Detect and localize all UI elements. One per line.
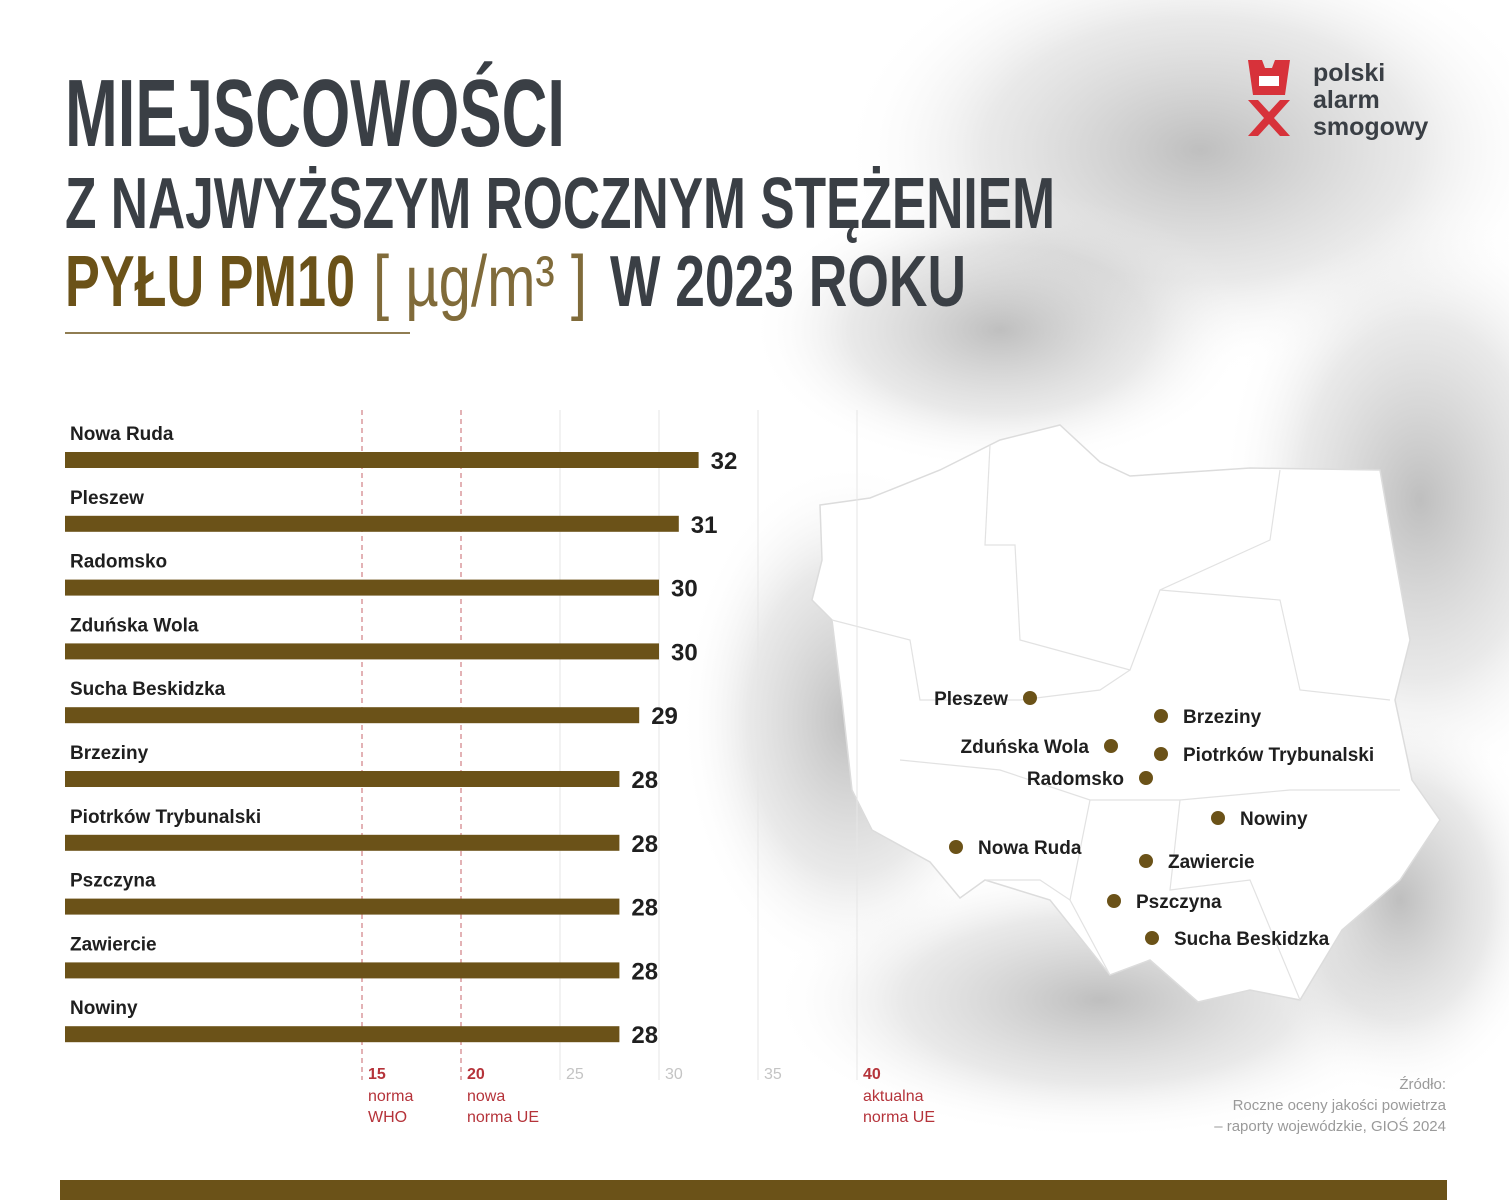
category-label: Zawiercie (70, 934, 157, 955)
map-point (1139, 771, 1153, 785)
map-point (1145, 931, 1159, 945)
map-point (1154, 709, 1168, 723)
map-label: Piotrków Trybunalski (1183, 745, 1374, 766)
map-label: Zawiercie (1168, 852, 1255, 873)
norm-label: norma WHO (368, 1088, 413, 1126)
title-end: W 2023 ROKU (610, 242, 966, 322)
map-label: Nowa Ruda (978, 838, 1082, 859)
value-label: 28 (631, 831, 658, 858)
category-label: Zduńska Wola (70, 615, 199, 636)
map-point (949, 840, 963, 854)
bar (65, 579, 659, 596)
map-point (1211, 811, 1225, 825)
source-text: Roczne oceny jakości powietrza (1233, 1097, 1447, 1114)
map-region-borders (831, 444, 1400, 1001)
norm-value: 15 (368, 1066, 386, 1083)
map-label: Pleszew (934, 689, 1008, 710)
source-text: Źródło: (1399, 1076, 1446, 1093)
title-highlight: PYŁU PM10 (65, 242, 355, 322)
bar (65, 707, 640, 724)
map-label: Sucha Beskidzka (1174, 929, 1330, 950)
value-label: 28 (631, 958, 658, 985)
category-label: Pleszew (70, 488, 144, 509)
norm-value: 20 (467, 1066, 485, 1083)
logo-text: alarm (1313, 86, 1380, 114)
bar (65, 834, 620, 851)
value-label: 28 (631, 1022, 658, 1049)
bar (65, 1026, 620, 1043)
bar (65, 452, 699, 468)
bar (65, 898, 620, 915)
value-label: 28 (631, 895, 658, 922)
category-label: Pszczyna (70, 871, 156, 892)
value-label: 29 (651, 703, 678, 730)
bar (65, 962, 620, 979)
title-line: Z NAJWYŻSZYM ROCZNYM STĘŻENIEM (65, 164, 1055, 244)
bar (65, 643, 659, 660)
value-label: 31 (691, 512, 718, 539)
map-point (1154, 747, 1168, 761)
category-label: Nowiny (70, 998, 138, 1019)
title-line: MIEJSCOWOŚCI (65, 60, 565, 167)
map-label: Nowiny (1240, 809, 1308, 830)
bar (65, 515, 679, 532)
map-point (1104, 739, 1118, 753)
value-label: 30 (671, 576, 698, 603)
logo-icon (1248, 60, 1290, 136)
category-label: Piotrków Trybunalski (70, 807, 261, 828)
value-label: 32 (711, 448, 738, 475)
map-label: Brzeziny (1183, 707, 1262, 728)
x-tick-label: 35 (764, 1066, 782, 1083)
norm-label: nowa norma UE (467, 1088, 539, 1126)
value-label: 30 (671, 639, 698, 666)
bar (65, 771, 620, 787)
logo-text: smogowy (1313, 113, 1428, 141)
x-tick-label: 25 (566, 1066, 584, 1083)
title-unit: [ µg/m³ ] (373, 242, 587, 322)
norm-label: aktualna norma UE (863, 1088, 935, 1126)
map-point (1107, 894, 1121, 908)
category-label: Sucha Beskidzka (70, 679, 226, 700)
category-label: Brzeziny (70, 743, 149, 764)
norm-value: 40 (863, 1066, 881, 1083)
source-text: – raporty wojewódzkie, GIOŚ 2024 (1214, 1117, 1446, 1135)
footer-bar (60, 1180, 1447, 1200)
value-label: 28 (631, 767, 658, 794)
map-label: Zduńska Wola (961, 737, 1090, 758)
x-tick-label: 30 (665, 1066, 683, 1083)
logo-text: polski (1313, 59, 1385, 87)
map-label: Radomsko (1027, 769, 1124, 790)
map-label: Pszczyna (1136, 892, 1222, 913)
map-point (1139, 854, 1153, 868)
category-label: Nowa Ruda (70, 424, 174, 445)
map-point (1023, 691, 1037, 705)
map-of-poland (811, 424, 1441, 1003)
category-label: Radomsko (70, 552, 167, 573)
